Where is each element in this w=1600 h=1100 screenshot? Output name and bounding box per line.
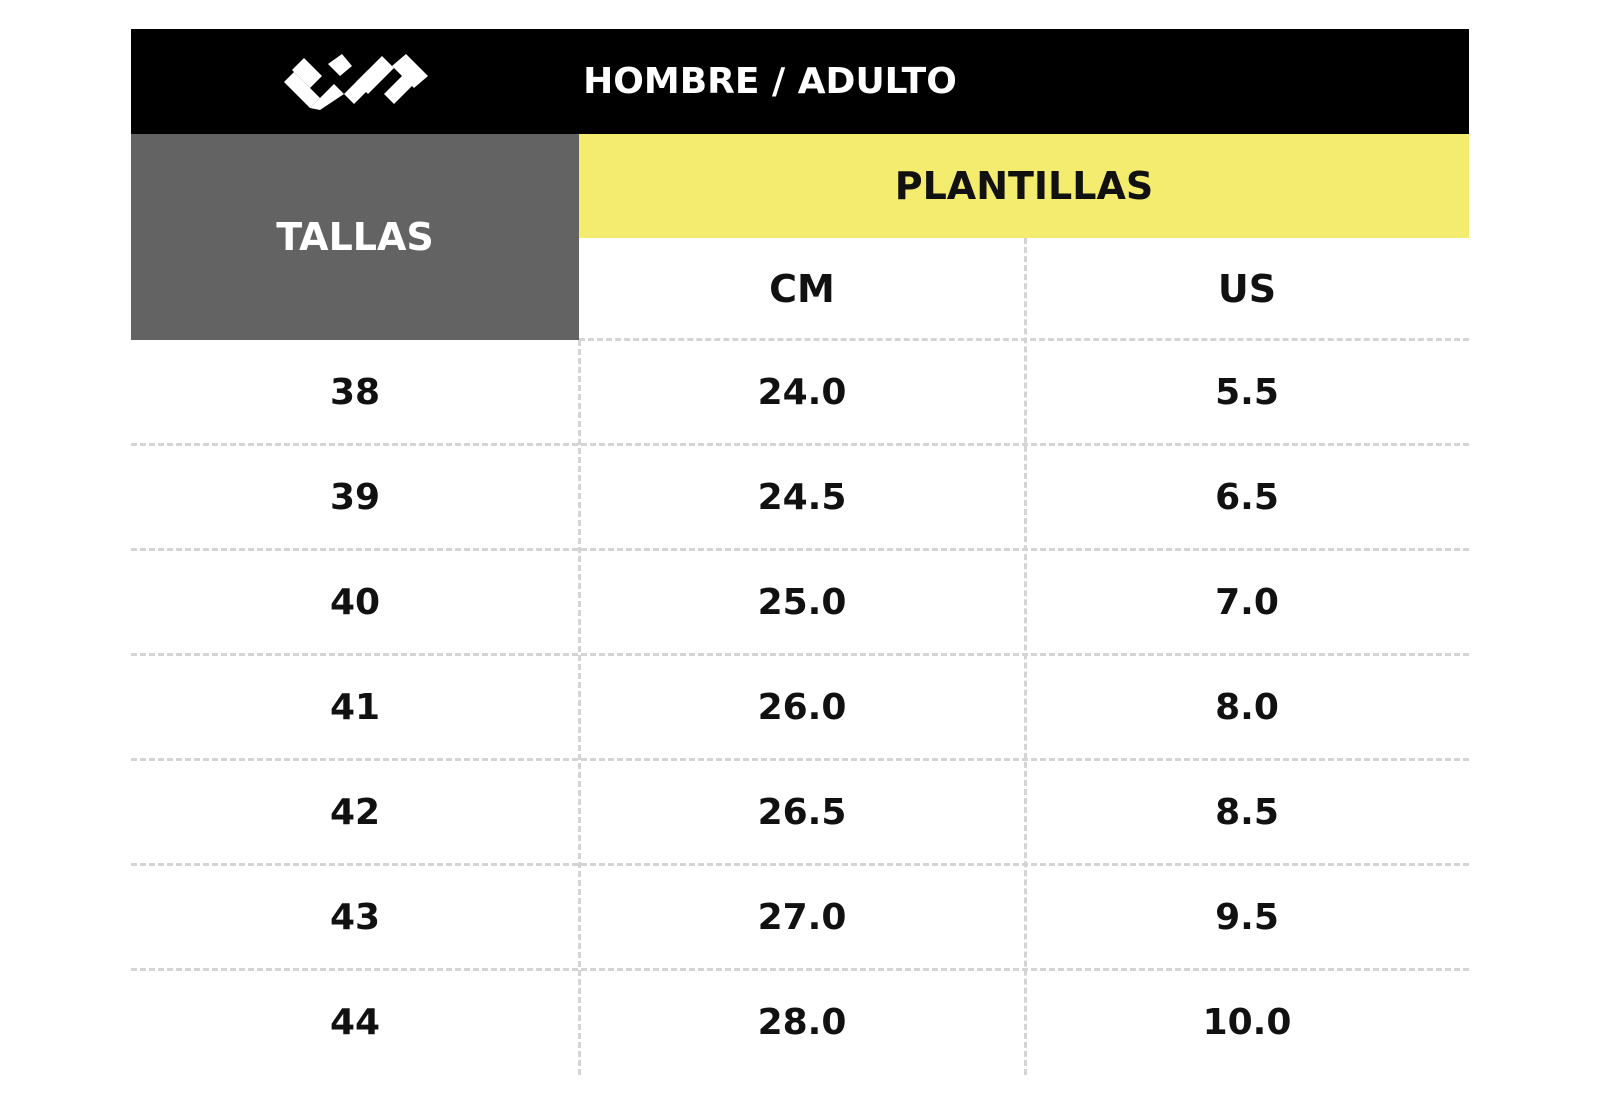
logo bbox=[284, 54, 428, 110]
cell: 39 bbox=[329, 477, 381, 518]
divider bbox=[131, 863, 1469, 866]
cell: 42 bbox=[329, 792, 381, 833]
cell: 8.5 bbox=[1215, 792, 1279, 833]
cell: 43 bbox=[329, 897, 381, 938]
cell: 26.0 bbox=[757, 687, 847, 728]
title-bar bbox=[131, 29, 1469, 134]
column-header: US bbox=[1217, 267, 1277, 311]
cell: 41 bbox=[329, 687, 381, 728]
cell: 25.0 bbox=[757, 582, 847, 623]
cell: 27.0 bbox=[757, 897, 847, 938]
cell: 24.5 bbox=[757, 477, 847, 518]
cell: 7.0 bbox=[1215, 582, 1279, 623]
divider bbox=[131, 548, 1469, 551]
column-header: CM bbox=[769, 267, 835, 311]
divider bbox=[131, 968, 1469, 971]
cell: 6.5 bbox=[1215, 477, 1279, 518]
cell: 26.5 bbox=[757, 792, 847, 833]
cell: 8.0 bbox=[1215, 687, 1279, 728]
cell: 40 bbox=[329, 582, 381, 623]
cell: 28.0 bbox=[757, 1002, 847, 1043]
cell: 44 bbox=[329, 1002, 381, 1043]
divider bbox=[131, 758, 1469, 761]
group-header: PLANTILLAS bbox=[579, 134, 1469, 238]
cell: 10.0 bbox=[1202, 1002, 1292, 1043]
cell: 38 bbox=[329, 372, 381, 413]
title: HOMBRE / ADULTO bbox=[583, 61, 957, 102]
divider bbox=[131, 653, 1469, 656]
divider bbox=[1024, 238, 1027, 1075]
cell: 5.5 bbox=[1215, 372, 1279, 413]
size-header: TALLAS bbox=[131, 134, 579, 340]
cell: 9.5 bbox=[1215, 897, 1279, 938]
divider bbox=[578, 340, 581, 1075]
divider bbox=[131, 443, 1469, 446]
cell: 24.0 bbox=[757, 372, 847, 413]
